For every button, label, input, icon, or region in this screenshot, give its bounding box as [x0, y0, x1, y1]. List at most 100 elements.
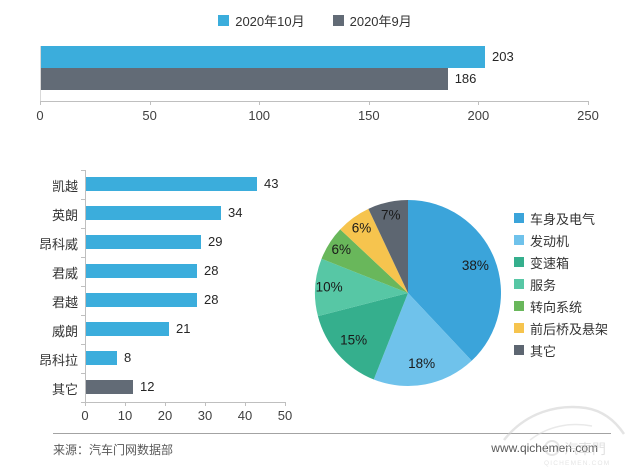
- x-axis-tick-label: 250: [577, 108, 599, 123]
- model-bar-value: 28: [204, 292, 219, 307]
- pie-legend-label: 其它: [530, 343, 557, 359]
- y-axis-tick: [81, 170, 85, 171]
- y-axis-tick: [81, 402, 85, 403]
- pie-legend-label: 发动机: [530, 233, 570, 249]
- pie-slice-5: [321, 229, 408, 293]
- pie-legend-item: 变速箱: [514, 251, 608, 273]
- category-label: 君威: [51, 266, 78, 281]
- monthly-chart-legend: 2020年10月 2020年9月: [0, 11, 630, 30]
- x-axis-tick: [245, 402, 246, 406]
- pie-legend-label: 车身及电气: [530, 211, 596, 227]
- model-bar: [85, 380, 133, 394]
- legend-swatch-icon: [514, 323, 524, 333]
- y-axis-tick: [81, 286, 85, 287]
- y-axis-line: [85, 170, 86, 403]
- model-bar: [85, 351, 117, 365]
- x-axis-tick: [259, 101, 261, 105]
- category-label: 威朗: [51, 324, 78, 339]
- legend-swatch-icon: [514, 279, 524, 289]
- monthly-total-bar-chart: 203 186 0 50 100 150 200 250: [36, 46, 599, 126]
- pie-slice-label: 10%: [316, 280, 343, 295]
- model-bar-value: 43: [264, 176, 279, 191]
- y-axis-tick: [81, 199, 85, 200]
- x-axis-tick-label: 10: [117, 408, 133, 423]
- model-bar-value: 28: [204, 263, 219, 278]
- legend-item-sep: 2020年9月: [332, 11, 412, 30]
- y-axis-line: [40, 46, 41, 101]
- legend-swatch-icon: [332, 15, 344, 26]
- x-axis-tick-label: 200: [467, 108, 490, 123]
- pie-legend-label: 变速箱: [530, 255, 570, 271]
- x-axis-tick-label: 0: [36, 108, 44, 123]
- category-label: 凯越: [51, 179, 78, 194]
- x-axis-line: [40, 101, 588, 102]
- model-bar: [85, 177, 257, 191]
- y-axis-tick: [81, 344, 85, 345]
- pie-legend-item: 服务: [514, 273, 608, 295]
- x-axis-tick-label: 40: [237, 408, 253, 423]
- pie-legend-label: 转向系统: [530, 299, 583, 315]
- x-axis-tick-label: 20: [157, 408, 173, 423]
- pie-legend-label: 服务: [530, 277, 557, 293]
- x-axis-tick-label: 100: [248, 108, 271, 123]
- pie-legend-item: 其它: [514, 339, 608, 361]
- pie-legend-item: 转向系统: [514, 295, 608, 317]
- legend-swatch-icon: [514, 257, 524, 267]
- total-bar: [40, 46, 485, 68]
- pie-slice-2: [373, 293, 472, 386]
- pie-legend-item: 发动机: [514, 229, 608, 251]
- model-breakdown-bar-chart: 凯越 43 英朗 34 昂科威 29 君威 28 君越 28 威朗 21 昂科拉 8 其它 12 0 10 20 30…: [39, 170, 292, 423]
- x-axis-tick: [40, 101, 41, 105]
- total-bar-value: 203: [492, 49, 514, 64]
- x-axis-tick: [368, 101, 370, 105]
- pie-legend-item: 车身及电气: [514, 207, 608, 229]
- model-bar: [85, 206, 221, 220]
- pie-chart-legend: 车身及电气发动机变速箱服务转向系统前后桥及悬架 其它: [514, 207, 608, 361]
- legend-label: 2020年10月: [235, 14, 305, 29]
- x-axis-tick: [125, 402, 126, 406]
- x-axis-tick-label: 150: [357, 108, 380, 123]
- total-bar-value: 186: [454, 71, 477, 86]
- pie-legend-item: 前后桥及悬架: [514, 317, 608, 339]
- pie-slice-6: [340, 208, 408, 293]
- legend-swatch-icon: [514, 235, 524, 245]
- y-axis-tick: [81, 315, 85, 316]
- y-axis-tick: [81, 373, 85, 374]
- pie-slice-4: [314, 258, 408, 317]
- website-link[interactable]: www.qichemen.com: [491, 441, 598, 455]
- model-bar-value: 12: [140, 379, 155, 394]
- category-label: 君越: [51, 295, 78, 310]
- watermark-en-text: QICHEMEN.COM: [544, 460, 610, 467]
- x-axis-tick: [285, 402, 286, 406]
- category-label: 昂科威: [38, 237, 78, 252]
- x-axis-tick-label: 50: [277, 408, 293, 423]
- pie-legend-label: 前后桥及悬架: [530, 321, 609, 337]
- pie-slice-3: [317, 293, 408, 380]
- source-label: 来源：汽车门网数据部: [53, 443, 174, 457]
- x-axis-tick-label: 0: [81, 408, 89, 423]
- model-bar-value: 8: [124, 350, 132, 365]
- x-axis-tick: [149, 101, 151, 105]
- model-bar-value: 21: [176, 321, 191, 336]
- x-axis-tick: [85, 402, 86, 406]
- pie-slice-1: [408, 200, 501, 361]
- fault-distribution-pie-chart: 38% 18% 15% 10% 6%6% 7%: [314, 200, 501, 386]
- x-axis-tick: [165, 402, 166, 406]
- model-bar: [85, 293, 197, 307]
- x-axis-tick: [478, 101, 480, 105]
- y-axis-tick: [81, 228, 85, 229]
- x-axis-tick-label: 50: [142, 108, 157, 123]
- footer-divider: [53, 433, 611, 434]
- category-label: 英朗: [51, 208, 78, 223]
- pie-slice-label: 6%: [332, 242, 352, 257]
- model-bar-value: 34: [228, 205, 243, 220]
- legend-swatch-icon: [514, 345, 524, 355]
- pie-slice-label: 38%: [462, 258, 489, 273]
- legend-swatch-icon: [514, 301, 524, 311]
- total-bar: [40, 68, 448, 90]
- model-bar: [85, 235, 201, 249]
- pie-slice-7: [368, 200, 408, 293]
- model-bar: [85, 264, 197, 278]
- x-axis-tick-label: 30: [197, 408, 213, 423]
